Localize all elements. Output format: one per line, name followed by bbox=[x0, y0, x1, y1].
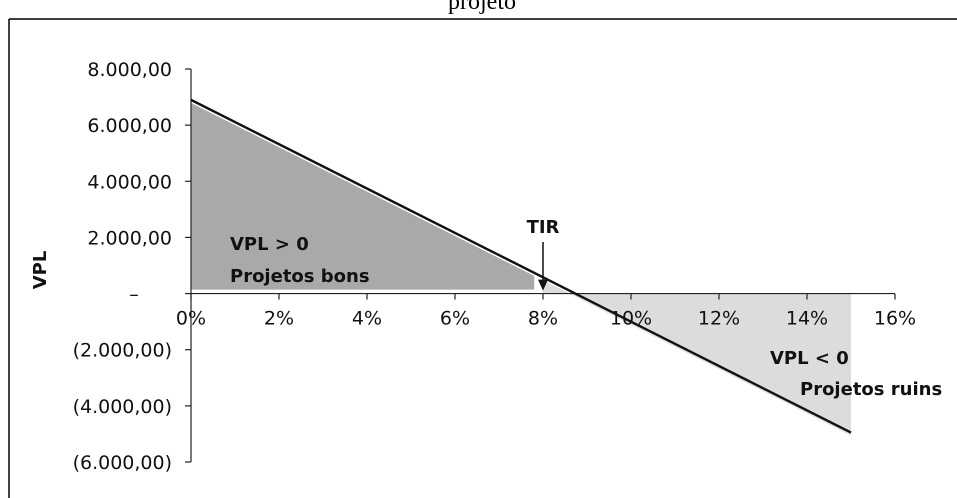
region-sublabel-positive: Projetos bons bbox=[230, 266, 370, 287]
region-label-negative: VPL < 0 bbox=[770, 348, 849, 369]
x-tick-label: 10% bbox=[610, 308, 652, 330]
y-tick-label: 4.000,00 bbox=[87, 171, 172, 193]
x-tick-label: 16% bbox=[874, 308, 916, 330]
shaded-region-negative bbox=[543, 280, 851, 436]
y-tick-label: (2.000,00) bbox=[73, 340, 172, 362]
series-layer bbox=[190, 98, 852, 434]
region-sublabel-negative: Projetos ruins bbox=[800, 379, 942, 400]
x-tick-label: 14% bbox=[786, 308, 828, 330]
tir-arrow-head bbox=[538, 279, 548, 291]
y-tick-label: (6.000,00) bbox=[73, 452, 172, 474]
x-tick-label: 8% bbox=[528, 308, 558, 330]
axes bbox=[185, 68, 896, 463]
x-tick-label: 0% bbox=[176, 308, 206, 330]
x-tick-label: 6% bbox=[440, 308, 470, 330]
y-tick-label: – bbox=[129, 284, 139, 306]
y-tick-label: 2.000,00 bbox=[87, 227, 172, 249]
y-axis-label: VPL bbox=[30, 251, 51, 290]
y-tick-label: 8.000,00 bbox=[87, 59, 172, 81]
shaded-region-positive bbox=[191, 102, 535, 290]
tir-label: TIR bbox=[527, 217, 560, 238]
y-tick-label: 6.000,00 bbox=[87, 115, 172, 137]
x-tick-label: 12% bbox=[698, 308, 740, 330]
region-label-positive: VPL > 0 bbox=[230, 234, 309, 255]
shaded-regions bbox=[191, 102, 851, 436]
x-tick-label: 2% bbox=[264, 308, 294, 330]
tick-labels: 8.000,00 6.000,00 4.000,00 2.000,00 – (2.000,… bbox=[73, 59, 917, 474]
y-tick-label: (4.000,00) bbox=[73, 396, 172, 418]
npv-line bbox=[190, 98, 852, 434]
caption-text: projeto bbox=[448, 0, 516, 15]
annotations: VPL VPL > 0 Projetos bons VPL < 0 Projetos r… bbox=[30, 217, 942, 400]
x-tick-label: 4% bbox=[352, 308, 382, 330]
